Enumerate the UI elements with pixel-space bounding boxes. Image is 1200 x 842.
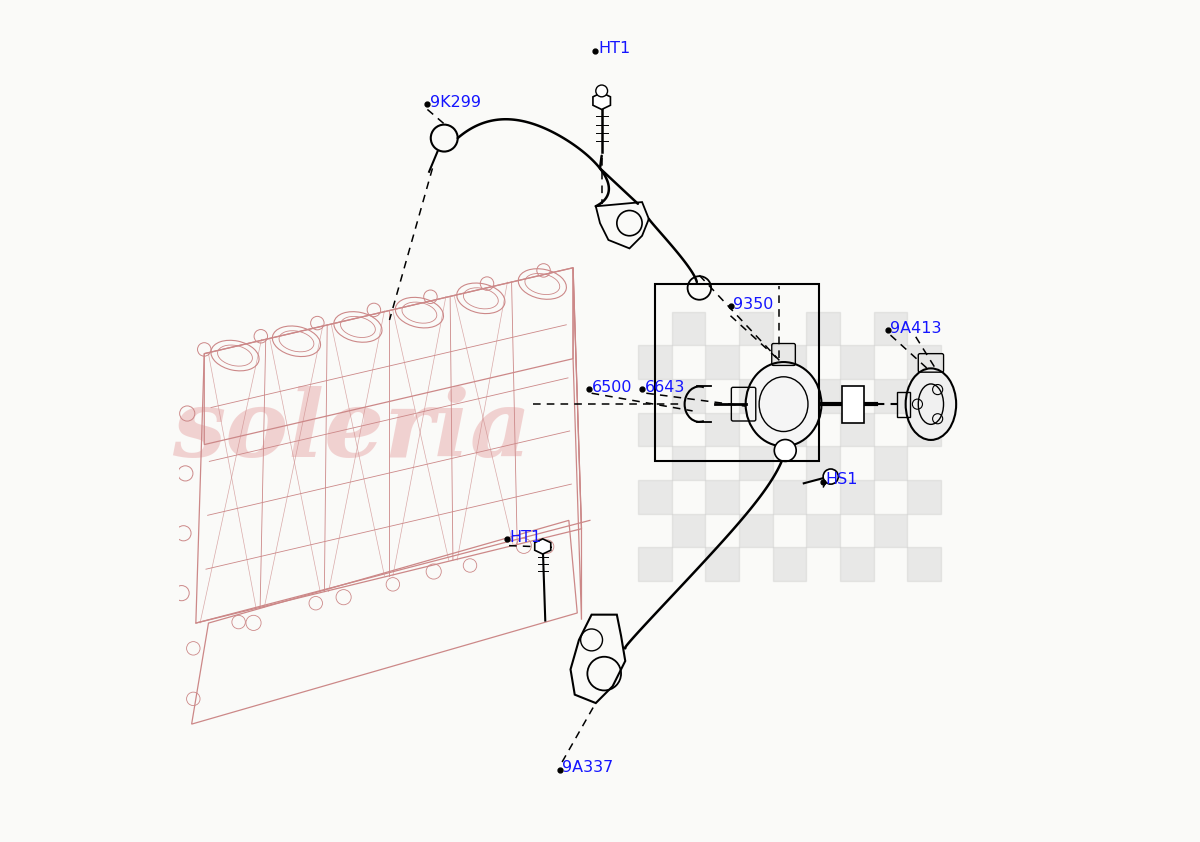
Bar [706, 413, 739, 446]
Bar [907, 547, 941, 581]
Text: 6500: 6500 [592, 380, 632, 395]
Bar [655, 284, 818, 461]
Bar [874, 379, 907, 413]
Bar [672, 514, 706, 547]
Bar [907, 413, 941, 446]
Bar [672, 446, 706, 480]
Ellipse shape [906, 369, 956, 440]
Bar [898, 392, 910, 417]
Bar [806, 446, 840, 480]
Bar [706, 480, 739, 514]
Bar [706, 345, 739, 379]
Text: 9K299: 9K299 [430, 95, 481, 110]
Bar [874, 514, 907, 547]
Bar [840, 413, 874, 446]
Polygon shape [593, 93, 611, 109]
Ellipse shape [745, 362, 822, 446]
Bar [672, 379, 706, 413]
Polygon shape [535, 539, 551, 554]
Text: 6643: 6643 [644, 380, 685, 395]
Bar [638, 480, 672, 514]
Bar [638, 547, 672, 581]
Circle shape [595, 85, 607, 97]
Text: 9350: 9350 [733, 297, 774, 312]
Bar [672, 312, 706, 345]
Bar [806, 379, 840, 413]
Bar [739, 514, 773, 547]
Bar [739, 312, 773, 345]
Text: 9A413: 9A413 [890, 321, 942, 336]
Bar [638, 413, 672, 446]
Circle shape [823, 469, 839, 484]
Bar [773, 547, 806, 581]
Bar [840, 547, 874, 581]
Bar [806, 514, 840, 547]
Bar [840, 345, 874, 379]
Text: soleria: soleria [172, 386, 532, 476]
Bar [739, 379, 773, 413]
Bar [773, 345, 806, 379]
Bar [842, 386, 864, 423]
Bar [739, 446, 773, 480]
Bar [773, 480, 806, 514]
Bar [773, 413, 806, 446]
Bar [840, 480, 874, 514]
Bar [907, 480, 941, 514]
Text: HS1: HS1 [826, 472, 858, 488]
Bar [706, 547, 739, 581]
Text: HT1: HT1 [509, 530, 541, 545]
Text: 9A337: 9A337 [562, 760, 613, 775]
Bar [907, 345, 941, 379]
Bar [874, 312, 907, 345]
Bar [806, 312, 840, 345]
Circle shape [774, 440, 796, 461]
Bar [638, 345, 672, 379]
Bar [874, 446, 907, 480]
Text: HT1: HT1 [599, 41, 630, 56]
